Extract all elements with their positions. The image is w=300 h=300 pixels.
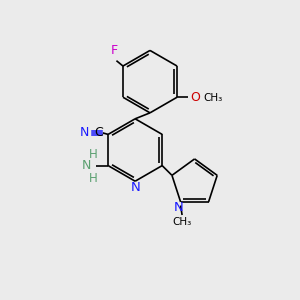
Text: CH₃: CH₃ [203,93,223,103]
Text: N: N [173,201,183,214]
Text: N: N [82,158,91,172]
Text: O: O [190,91,200,104]
Text: CH₃: CH₃ [172,218,192,227]
Text: F: F [110,44,118,57]
Text: H: H [89,172,98,185]
Text: C: C [94,126,103,139]
Text: H: H [89,148,98,160]
Text: N: N [80,126,89,140]
Text: N: N [130,181,140,194]
